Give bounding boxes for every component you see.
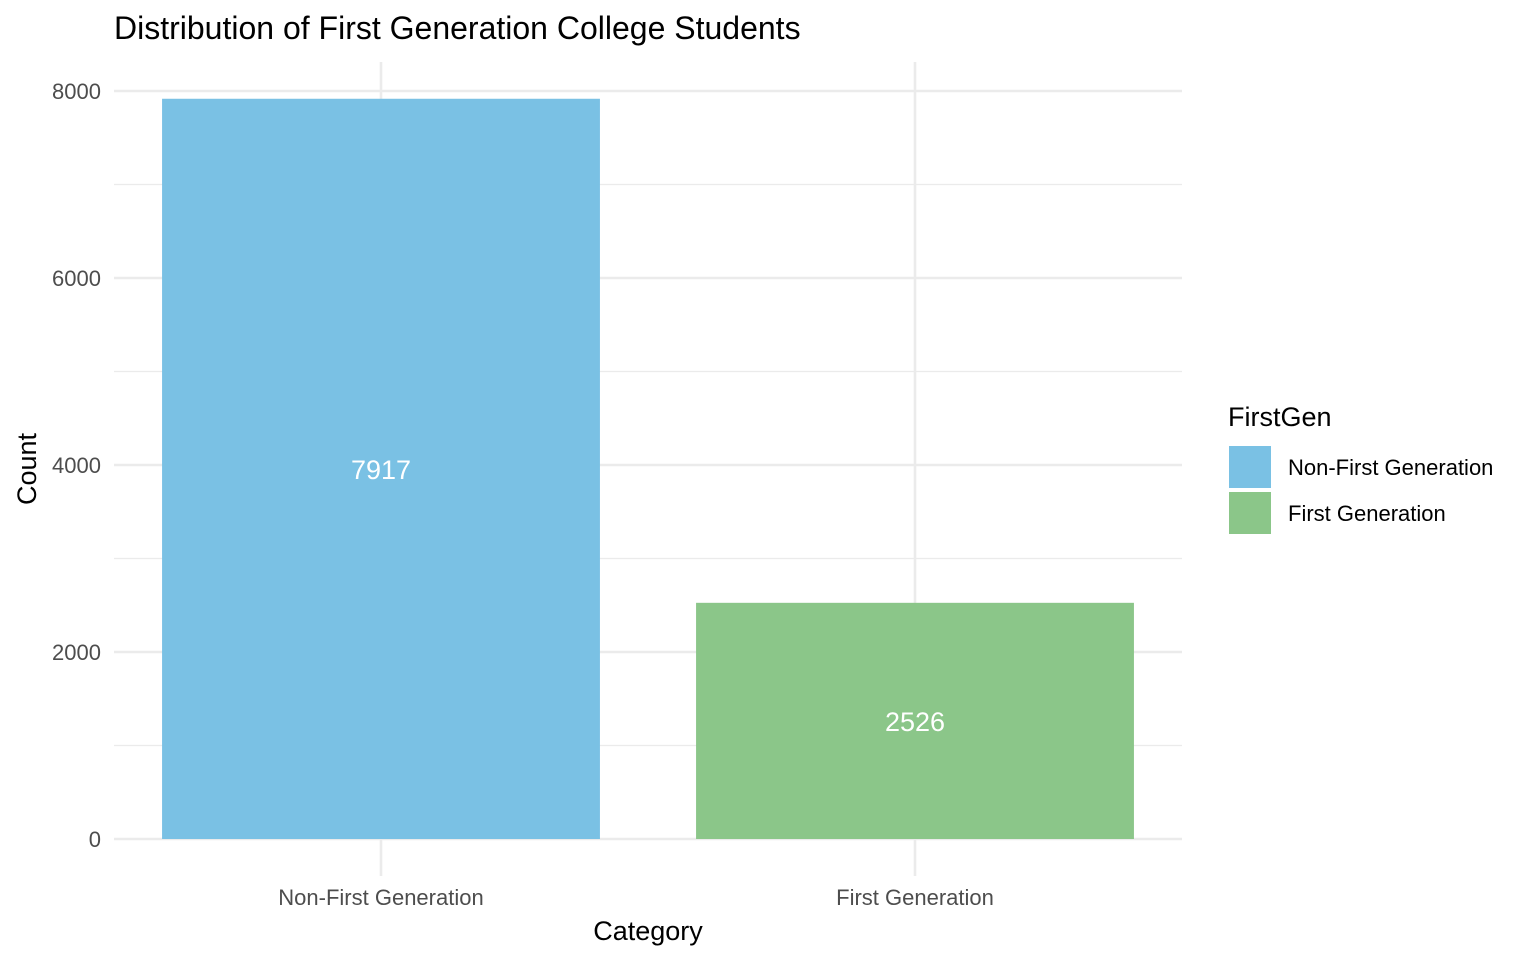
legend-key [1229, 446, 1271, 488]
y-tick-label: 8000 [52, 79, 101, 104]
legend-label: Non-First Generation [1288, 455, 1493, 480]
y-tick-label: 6000 [52, 266, 101, 291]
y-tick-label: 0 [89, 827, 101, 852]
legend: FirstGen Non-First Generation First Gener… [1228, 402, 1493, 534]
y-tick-label: 4000 [52, 453, 101, 478]
bar-first-generation [696, 602, 1134, 839]
bar-non-first-generation [162, 98, 600, 839]
legend-title: FirstGen [1228, 402, 1332, 432]
chart-title: Distribution of First Generation College… [114, 10, 801, 46]
x-tick-label: Non-First Generation [278, 885, 483, 910]
axis-ticks: 0 2000 4000 6000 8000 Non-First Generation Fir… [52, 79, 994, 910]
legend-key [1229, 492, 1271, 534]
bars: 7917 2526 [162, 98, 1134, 839]
x-tick-label: First Generation [836, 885, 994, 910]
bar-value-label: 7917 [351, 455, 411, 485]
legend-label: First Generation [1288, 501, 1446, 526]
x-axis-title: Category [593, 916, 703, 946]
bar-value-label: 2526 [885, 707, 945, 737]
y-axis-title: Count [12, 432, 42, 505]
y-tick-label: 2000 [52, 640, 101, 665]
